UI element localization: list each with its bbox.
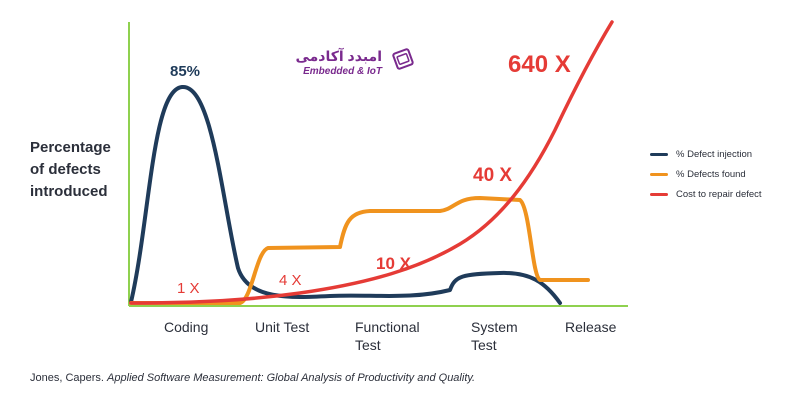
- watermark-text-fa: امبدد آکادمی: [295, 48, 382, 64]
- x-tick-unit-test: Unit Test: [255, 319, 310, 335]
- annotation-4x: 4 X: [279, 272, 302, 289]
- legend-label: Cost to repair defect: [676, 188, 762, 200]
- annotation-640x: 640 X: [508, 51, 571, 78]
- legend-label: % Defects found: [676, 168, 746, 180]
- annotation-10x: 10 X: [376, 254, 412, 273]
- annotation-40x: 40 X: [473, 165, 512, 186]
- y-axis-label: Percentage of defects introduced: [30, 139, 111, 200]
- legend-swatch: [650, 192, 668, 196]
- series-defects-found: [129, 196, 590, 305]
- annotation-1x: 1 X: [177, 280, 200, 297]
- watermark-logo: امبدد آکادمی Embedded & IoT: [292, 44, 422, 84]
- watermark-text-en: Embedded & IoT: [303, 66, 382, 77]
- citation-author: Jones, Capers.: [30, 372, 104, 384]
- legend: % Defect injection % Defects found Cost …: [650, 144, 762, 204]
- x-tick-coding: Coding: [164, 319, 209, 335]
- legend-swatch: [650, 152, 668, 156]
- legend-item-cost-to-repair: Cost to repair defect: [650, 184, 762, 204]
- legend-swatch: [650, 172, 668, 176]
- series-cost-to-repair: [129, 20, 614, 305]
- legend-item-defects-found: % Defects found: [650, 164, 762, 184]
- citation-title: Applied Software Measurement: Global Ana…: [107, 372, 476, 384]
- series-defect-injection: [129, 85, 562, 305]
- legend-item-defect-injection: % Defect injection: [650, 144, 762, 164]
- legend-label: % Defect injection: [676, 148, 753, 160]
- book-icon: [392, 48, 414, 70]
- x-tick-functional-test: Functional Test: [355, 319, 420, 353]
- annotation-85: 85%: [170, 63, 200, 80]
- x-tick-system-test: System Test: [471, 319, 518, 353]
- x-tick-release: Release: [565, 319, 617, 335]
- citation: Jones, Capers. Applied Software Measurem…: [30, 372, 475, 384]
